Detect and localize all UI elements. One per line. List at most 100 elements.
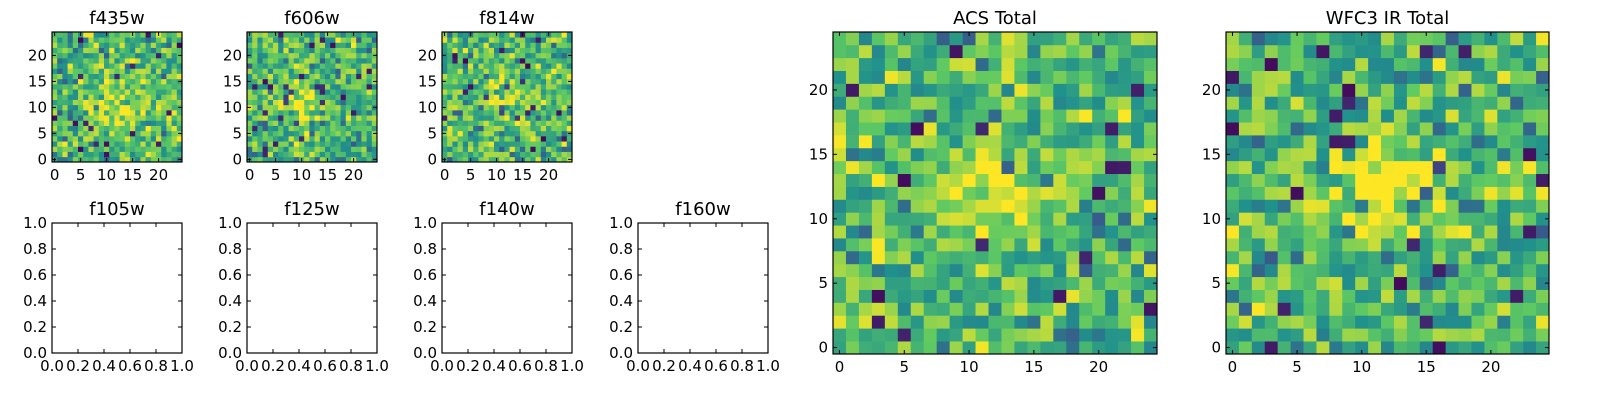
heatmap-cell — [509, 141, 516, 147]
heatmap-cell — [124, 68, 131, 74]
heatmap-cell — [309, 156, 315, 163]
heatmap-cell — [293, 130, 300, 137]
heatmap-cell — [299, 37, 305, 43]
heatmap-cell — [62, 89, 68, 95]
heatmap-cell — [150, 110, 157, 116]
heatmap-cell — [345, 125, 352, 132]
heatmap-cell — [1277, 199, 1291, 213]
heatmap-cell — [884, 199, 899, 213]
heatmap-cell — [1406, 70, 1421, 84]
heatmap-cell — [161, 73, 167, 80]
heatmap-cell — [93, 120, 100, 126]
heatmap-cell — [278, 115, 284, 121]
heatmap-cell — [1368, 212, 1382, 226]
heatmap-cell — [252, 146, 258, 152]
heatmap-cell — [540, 52, 547, 59]
heatmap-cell — [299, 104, 305, 111]
heatmap-cell — [923, 315, 938, 329]
heatmap-cell — [1536, 44, 1550, 59]
heatmap-cell — [171, 99, 178, 106]
heatmap-cell — [452, 125, 458, 132]
heatmap-cell — [371, 136, 378, 142]
heatmap-cell — [923, 341, 938, 355]
heatmap-cell — [267, 32, 274, 38]
heatmap-cell — [462, 99, 469, 106]
heatmap-cell — [114, 47, 120, 54]
heatmap-cell — [150, 42, 157, 48]
heatmap-cell — [871, 238, 886, 252]
heatmap-cell — [884, 83, 899, 97]
heatmap-cell — [988, 263, 1002, 278]
heatmap-cell — [871, 173, 886, 187]
heatmap-cell — [910, 83, 925, 97]
heatmap-cell — [910, 302, 925, 316]
heatmap-cell — [304, 146, 310, 152]
heatmap-cell — [1342, 238, 1356, 252]
heatmap-cell — [845, 96, 860, 110]
heatmap-cell — [504, 156, 510, 163]
heatmap-cell — [1014, 328, 1028, 342]
heatmap-cell — [1264, 173, 1279, 187]
heatmap-cell — [114, 125, 120, 132]
heatmap-cell — [561, 120, 568, 126]
heatmap-cell — [98, 146, 105, 152]
heatmap-cell — [494, 73, 500, 80]
y-tick-label: 1.0 — [23, 214, 47, 232]
heatmap-cell — [1118, 212, 1132, 226]
heatmap-cell — [1368, 315, 1382, 329]
heatmap-cell — [962, 263, 976, 278]
heatmap-cell — [150, 94, 157, 100]
heatmap-cell — [293, 104, 300, 111]
heatmap-cell — [975, 289, 989, 303]
heatmap-cell — [278, 146, 284, 152]
heatmap-cell — [1290, 109, 1304, 123]
heatmap-cell — [104, 136, 110, 142]
heatmap-cell — [1523, 238, 1537, 252]
heatmap-cell — [1290, 32, 1304, 46]
heatmap-cell — [83, 94, 89, 100]
heatmap-cell — [93, 47, 100, 54]
y-tick-label: 0 — [427, 150, 437, 168]
heatmap-cell — [1536, 328, 1550, 342]
heatmap-cell — [283, 32, 289, 38]
heatmap-cell — [1105, 289, 1119, 303]
heatmap-cell — [371, 151, 378, 158]
heatmap-cell — [473, 94, 479, 100]
heatmap-cell — [1238, 96, 1253, 110]
heatmap-cell — [83, 151, 89, 158]
heatmap-cell — [520, 151, 526, 158]
heatmap-cell — [1432, 147, 1446, 162]
x-tick-label: 5 — [76, 166, 86, 184]
heatmap-cell — [910, 70, 925, 84]
heatmap-cell — [78, 58, 84, 64]
heatmap-cell — [949, 135, 963, 149]
heatmap-cell — [1445, 225, 1459, 239]
heatmap-cell — [304, 32, 310, 38]
panel-title: WFC3 IR Total — [1326, 8, 1449, 29]
heatmap-cell — [176, 58, 183, 64]
heatmap-cell — [949, 315, 963, 329]
heatmap-cell — [514, 58, 521, 64]
heatmap-cell — [88, 78, 94, 85]
heatmap-cell — [1329, 147, 1343, 162]
heatmap-cell — [288, 104, 295, 111]
heatmap-cell — [457, 156, 464, 163]
heatmap-cell — [1497, 315, 1511, 329]
heatmap-cell — [1079, 199, 1093, 213]
heatmap-cell — [936, 109, 950, 123]
heatmap-cell — [1226, 173, 1240, 187]
x-tick-label: 5 — [1292, 358, 1302, 376]
heatmap-cell — [546, 73, 552, 80]
heatmap-cell — [457, 32, 464, 38]
heatmap-cell — [1144, 147, 1158, 162]
heatmap-cell — [145, 78, 152, 85]
y-tick-label: 0.4 — [609, 292, 633, 310]
heatmap-cell — [366, 125, 373, 132]
heatmap-cell — [871, 289, 886, 303]
heatmap-cell — [1251, 147, 1266, 162]
heatmap-cell — [1092, 238, 1106, 252]
heatmap-cell — [67, 89, 74, 95]
heatmap-cell — [1393, 250, 1408, 265]
heatmap-cell — [1445, 250, 1459, 265]
heatmap-cell — [1484, 70, 1498, 84]
